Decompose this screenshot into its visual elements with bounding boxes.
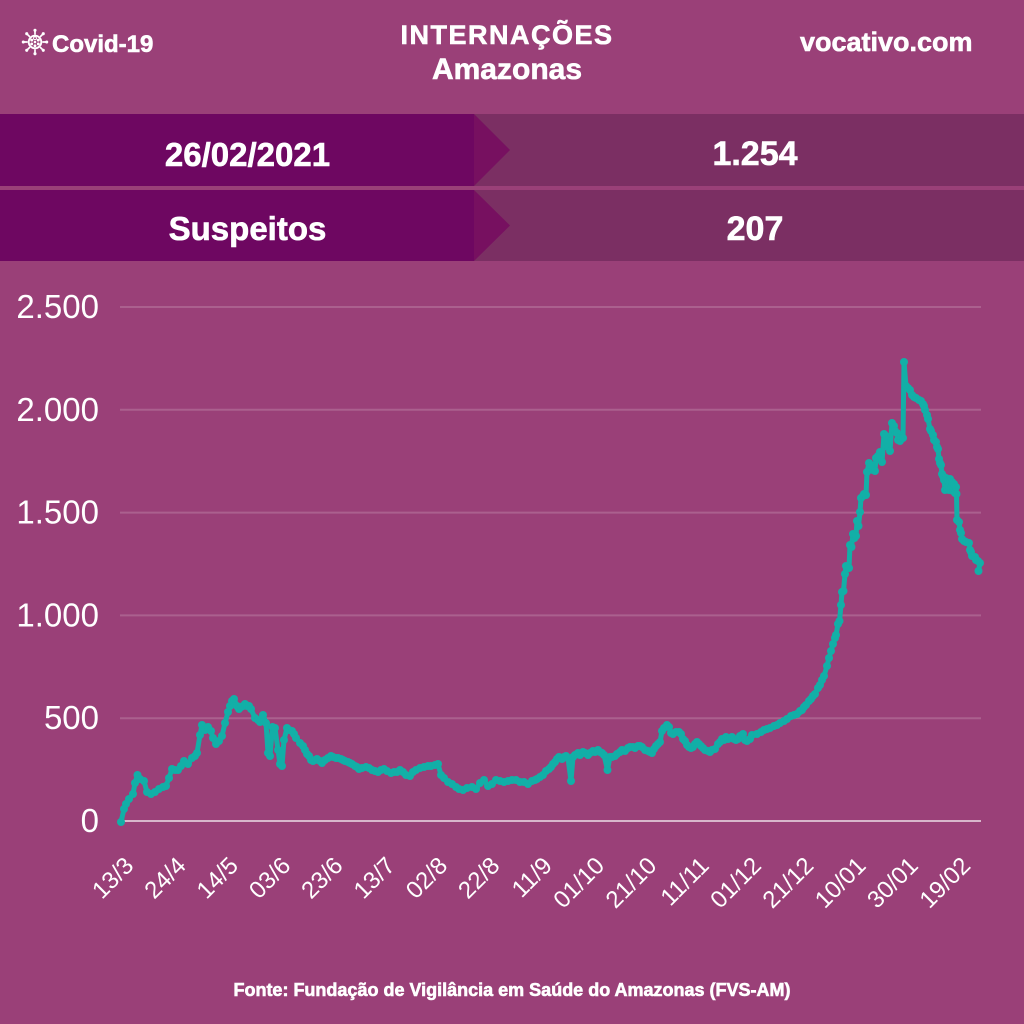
- svg-text:1.500: 1.500: [16, 494, 99, 531]
- svg-text:13/7: 13/7: [349, 852, 401, 904]
- svg-text:1.000: 1.000: [16, 596, 99, 633]
- svg-text:11/11: 11/11: [655, 852, 714, 911]
- svg-text:21/10: 21/10: [601, 852, 663, 914]
- svg-text:2.000: 2.000: [16, 391, 99, 428]
- svg-text:10/01: 10/01: [810, 852, 872, 914]
- svg-text:14/5: 14/5: [192, 852, 244, 904]
- svg-text:03/6: 03/6: [244, 852, 296, 904]
- svg-text:22/8: 22/8: [453, 852, 505, 904]
- svg-text:24/4: 24/4: [139, 852, 191, 904]
- svg-text:0: 0: [81, 802, 99, 839]
- svg-text:500: 500: [44, 699, 99, 736]
- svg-text:30/01: 30/01: [862, 852, 924, 914]
- svg-text:21/12: 21/12: [758, 852, 820, 914]
- svg-text:13/3: 13/3: [87, 852, 139, 904]
- svg-text:02/8: 02/8: [401, 852, 453, 904]
- svg-text:23/6: 23/6: [296, 852, 348, 904]
- svg-text:01/10: 01/10: [548, 852, 610, 914]
- svg-text:19/02: 19/02: [914, 852, 976, 914]
- svg-text:2.500: 2.500: [16, 288, 99, 325]
- svg-text:01/12: 01/12: [705, 852, 767, 914]
